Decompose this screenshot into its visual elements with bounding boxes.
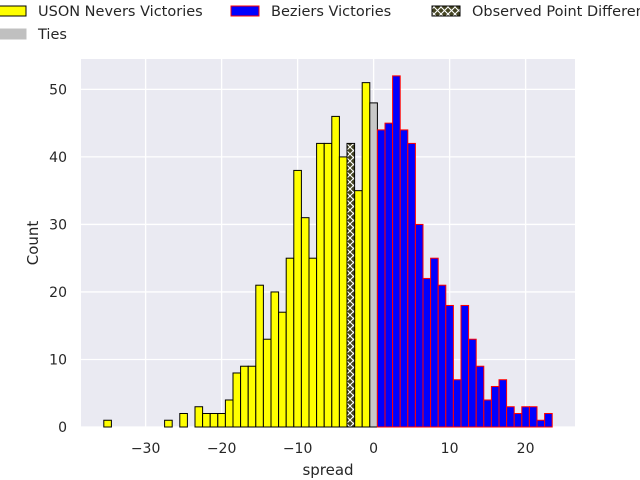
bar [437,284,447,428]
legend-swatch [431,5,461,17]
bar [399,129,409,428]
bar [490,385,500,428]
y-tick-labels: 0 10 20 30 40 50 [49,82,67,436]
bar [323,142,333,428]
x-tick-label: −30 [131,441,161,457]
bar [392,75,401,428]
bar [270,291,280,428]
x-tick-label: −20 [207,441,237,457]
legend-entry: USON Nevers Victories [0,4,203,20]
bar [483,399,492,428]
bar [544,412,553,428]
bar [452,379,462,428]
bar [202,412,211,428]
bar [361,82,371,428]
bar [407,142,416,428]
y-tick-label: 20 [49,285,67,301]
y-tick-label: 30 [49,217,67,233]
y-tick-label: 40 [49,150,67,166]
legend-label: Ties [37,27,67,43]
bar [278,311,287,428]
bar [354,190,363,428]
legend-swatch [230,5,260,17]
bar [285,257,295,428]
legend: USON Nevers Victories Beziers Victories Ob… [0,4,640,43]
bar [316,142,325,428]
bar [293,169,302,428]
y-tick-label: 10 [49,352,67,368]
bar [194,406,204,428]
bar [331,115,340,428]
bar [384,122,394,428]
x-tick-label: −10 [283,441,313,457]
bar [247,365,257,428]
legend-label: USON Nevers Victories [38,4,203,20]
legend-entry: Beziers Victories [230,4,391,20]
legend-label: Observed Point Difference [472,4,640,20]
legend-entry: Observed Point Difference [431,4,640,20]
y-tick-label: 50 [49,82,67,98]
bar [460,304,470,428]
bar [300,217,310,428]
y-tick-label: 0 [58,420,67,436]
bar [346,142,356,428]
x-tick-label: 20 [517,441,535,457]
y-axis-label: Count [24,221,42,266]
x-tick-label: 10 [441,441,459,457]
bar [414,223,424,428]
bar [475,365,485,428]
bar [179,412,188,428]
legend-label: Beziers Victories [271,4,391,20]
bar [369,102,378,428]
bar [217,412,226,428]
bar [308,257,318,428]
bar [430,257,439,428]
bar [232,372,242,428]
x-tick-labels: −30 −20 −10 0 10 20 [131,441,535,457]
bar [498,379,508,428]
legend-swatch [0,5,27,17]
bar [224,399,234,428]
x-axis-label: spread [302,461,353,479]
bars [103,75,553,428]
bar [513,412,523,428]
bar [338,156,348,428]
bar [422,277,432,428]
bar [164,419,173,428]
bar [445,304,454,428]
legend-swatch [0,28,27,40]
bar [506,406,515,428]
bar [262,338,272,428]
bar [376,129,386,428]
x-tick-label: 0 [369,441,378,457]
bar [521,406,530,428]
bar [103,419,112,428]
bar [240,365,249,428]
bar [528,406,538,428]
legend-entry: Ties [0,27,67,43]
bar [255,284,264,428]
bar [536,419,546,428]
bar [209,412,219,428]
bar [468,338,477,428]
